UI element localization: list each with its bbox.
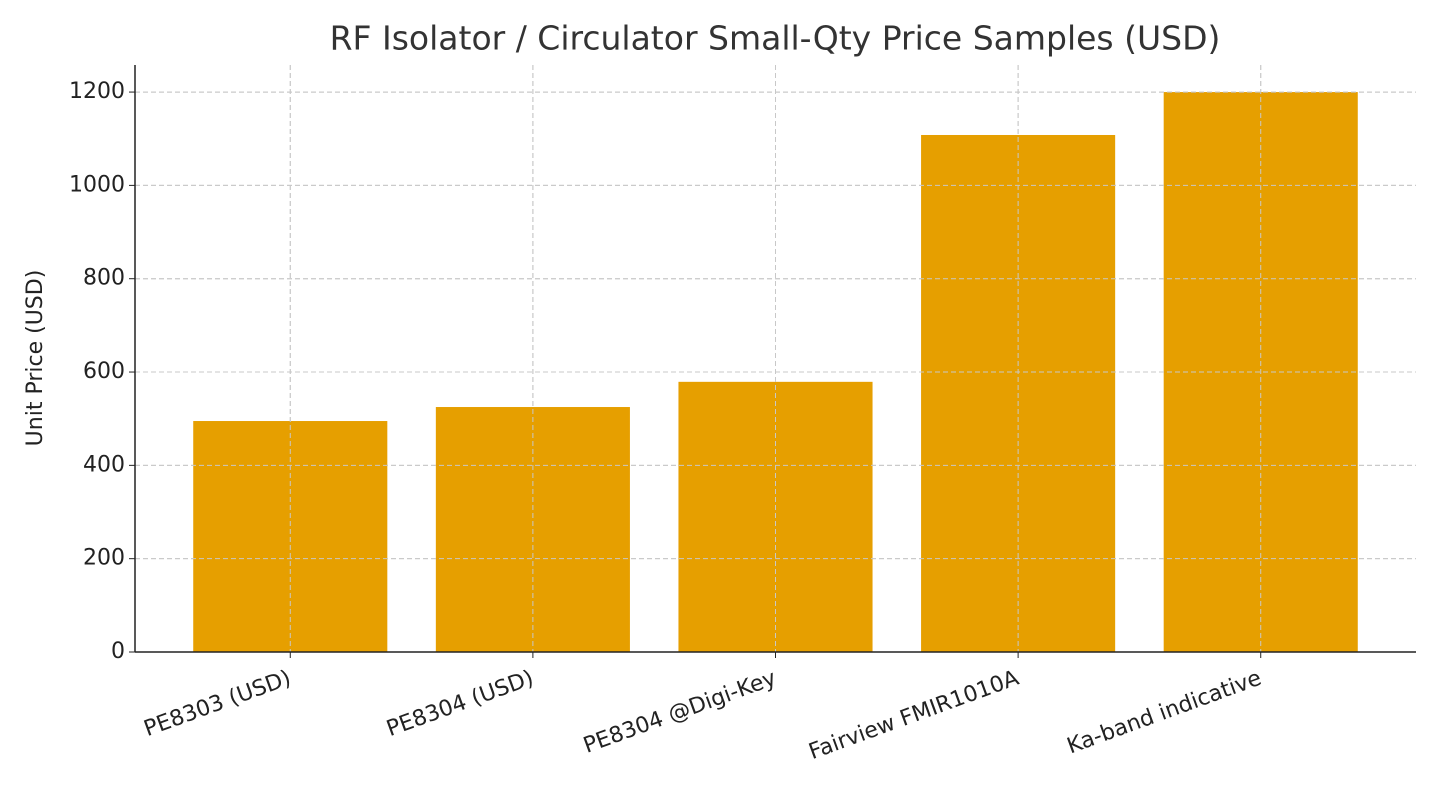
y-tick-label: 200 — [83, 546, 125, 571]
y-tick-label: 400 — [83, 452, 125, 477]
y-tick-label: 600 — [83, 359, 125, 384]
x-tick-label: PE8304 @Digi-Key — [580, 666, 779, 759]
y-tick-label: 800 — [83, 266, 125, 291]
x-tick-label: Fairview FMIR1010A — [806, 666, 1023, 765]
x-tick-label: Ka-band indicative — [1064, 666, 1265, 760]
y-axis-label: Unit Price (USD) — [23, 270, 48, 447]
y-tick-label: 1000 — [69, 172, 125, 197]
x-tick-label: PE8304 (USD) — [383, 666, 537, 742]
y-tick-label: 0 — [111, 639, 125, 664]
y-tick-label: 1200 — [69, 79, 125, 104]
x-tick-label: PE8303 (USD) — [141, 666, 295, 742]
chart-title: RF Isolator / Circulator Small-Qty Price… — [330, 19, 1221, 58]
